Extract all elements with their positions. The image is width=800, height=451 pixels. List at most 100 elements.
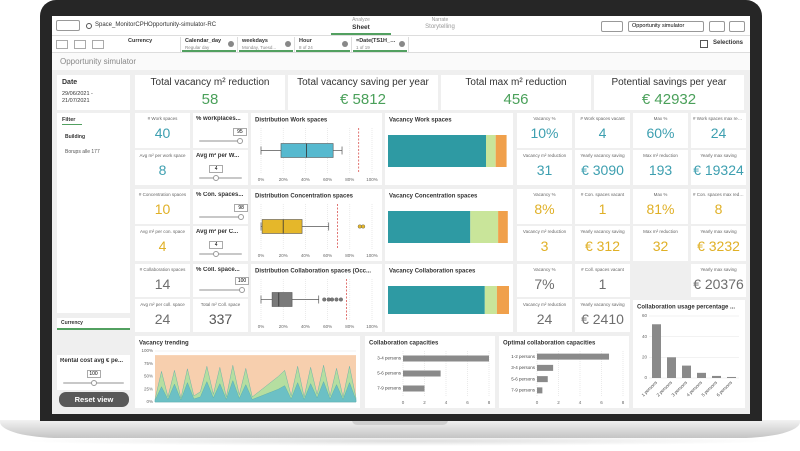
y-tick-label: 100% bbox=[141, 348, 153, 353]
kpi-label: Vacancy % bbox=[533, 267, 556, 272]
cell bbox=[135, 226, 190, 261]
chart-title: Distribution Work spaces bbox=[255, 118, 328, 124]
slider-track bbox=[199, 216, 242, 218]
x-tick-label: 80% bbox=[345, 324, 354, 329]
selections-button[interactable]: Selections bbox=[713, 40, 744, 46]
x-tick-label: 8 bbox=[622, 400, 625, 405]
x-tick-label: 6 persons bbox=[716, 379, 734, 397]
kpi-label: Vacancy % bbox=[533, 192, 556, 197]
tool-icon[interactable] bbox=[92, 40, 104, 49]
filter-chip[interactable] bbox=[296, 37, 352, 52]
filter-name: Hour bbox=[299, 38, 312, 44]
kpi-label: Avg m² per con. space bbox=[140, 229, 185, 234]
kpi-value: 3 bbox=[540, 238, 549, 254]
base-notch bbox=[352, 420, 448, 425]
bar bbox=[537, 353, 610, 360]
prev-sheet[interactable] bbox=[709, 21, 725, 32]
kpi-value: 14 bbox=[154, 276, 171, 292]
kpi-label: Max % bbox=[653, 116, 668, 121]
x-tick-label: 60% bbox=[323, 324, 332, 329]
filter-value[interactable]: Borups alle 177 bbox=[65, 149, 100, 155]
slider-handle[interactable] bbox=[213, 175, 220, 181]
filter-tab[interactable]: Filter bbox=[62, 117, 82, 125]
chart: Distribution Collaboration spaces (Occ..… bbox=[255, 269, 378, 330]
chart: Vacancy trending 0% 25% 50% 75% 100% bbox=[139, 341, 357, 404]
slider-label: % Coll. space... bbox=[196, 267, 240, 273]
bookmark-button[interactable] bbox=[601, 21, 623, 32]
outlier bbox=[357, 224, 362, 229]
bar bbox=[537, 387, 543, 394]
filter-name: Calendar_day bbox=[185, 38, 222, 44]
kpi-label: Yearly max saving bbox=[700, 267, 737, 272]
tool-icon[interactable] bbox=[56, 40, 68, 49]
cell bbox=[517, 150, 572, 185]
filter-chip[interactable] bbox=[353, 37, 409, 52]
bar bbox=[403, 355, 489, 362]
chart: Vacancy Collaboration spaces bbox=[388, 269, 509, 314]
clear-icon[interactable] bbox=[399, 41, 405, 47]
slider-track bbox=[199, 253, 242, 255]
cell bbox=[517, 264, 572, 297]
cell bbox=[135, 150, 190, 185]
kpi-label: Yearly max saving bbox=[700, 153, 737, 158]
filter-chip[interactable] bbox=[125, 37, 181, 52]
kpi-value: 4 bbox=[158, 238, 167, 254]
globe-icon bbox=[86, 23, 92, 29]
tab[interactable]: Sheet bbox=[352, 24, 370, 31]
clear-icon[interactable] bbox=[342, 41, 348, 47]
sheet-dropdown[interactable]: Opportunity simulator bbox=[628, 21, 704, 32]
x-tick-label: 40% bbox=[301, 324, 310, 329]
slider-track bbox=[199, 289, 242, 291]
filter-bar-fill bbox=[182, 50, 236, 52]
slider-handle[interactable] bbox=[236, 138, 243, 144]
kpi-label: # Work spaces bbox=[147, 116, 178, 121]
slider-track bbox=[199, 140, 242, 142]
chart-title: Optimal collaboration capacities bbox=[503, 341, 596, 347]
menu-button[interactable] bbox=[56, 20, 80, 31]
bar bbox=[537, 376, 548, 383]
y-tick-label: 50% bbox=[144, 374, 153, 379]
cell bbox=[441, 75, 591, 110]
kpi-label: # Coll. spaces vacant bbox=[581, 267, 624, 272]
filter-chip[interactable] bbox=[182, 37, 238, 52]
kpi-label: # Work spaces max reduction bbox=[693, 116, 744, 121]
bar bbox=[682, 365, 691, 378]
slider-handle[interactable] bbox=[90, 380, 97, 386]
cell bbox=[517, 189, 572, 224]
kpi-label: Max m² reduction bbox=[643, 153, 678, 158]
cell bbox=[594, 75, 744, 110]
x-tick-label: 0 bbox=[402, 400, 405, 405]
kpi-label: Total vacancy saving per year bbox=[297, 77, 429, 88]
filter-chip[interactable] bbox=[239, 37, 295, 52]
bar bbox=[403, 370, 441, 377]
slider-handle[interactable] bbox=[213, 251, 220, 257]
kpi-label: Vacancy m² reduction bbox=[522, 229, 567, 234]
filter-bar-fill bbox=[353, 50, 407, 52]
cell bbox=[499, 336, 629, 408]
cell bbox=[517, 226, 572, 261]
chart-title: Vacancy Work spaces bbox=[389, 118, 452, 124]
slider-value: 100 bbox=[235, 277, 249, 285]
slider-handle[interactable] bbox=[239, 287, 245, 293]
next-sheet[interactable] bbox=[729, 21, 745, 32]
cell bbox=[135, 75, 285, 110]
clear-icon[interactable] bbox=[228, 41, 234, 47]
slider-handle[interactable] bbox=[238, 214, 245, 220]
y-tick-label: 20 bbox=[642, 355, 648, 360]
clear-icon[interactable] bbox=[285, 41, 291, 47]
tab[interactable]: Storytelling bbox=[425, 24, 455, 30]
kpi-label: Vacancy m² reduction bbox=[522, 302, 567, 307]
cell bbox=[575, 189, 630, 224]
cell bbox=[691, 226, 746, 261]
x-tick-label: 0% bbox=[258, 324, 265, 329]
y-tick-label: 40 bbox=[642, 334, 648, 339]
slider-label: % workplaces... bbox=[196, 116, 241, 122]
category-label: 7-9 persons bbox=[511, 388, 536, 393]
box bbox=[280, 143, 334, 158]
bar-segment bbox=[498, 211, 508, 243]
x-tick-label: 20% bbox=[279, 177, 288, 182]
x-tick-label: 2 bbox=[423, 400, 426, 405]
reset-button[interactable]: Reset view bbox=[59, 392, 129, 407]
tool-icon[interactable] bbox=[74, 40, 86, 49]
outlier bbox=[322, 297, 327, 302]
